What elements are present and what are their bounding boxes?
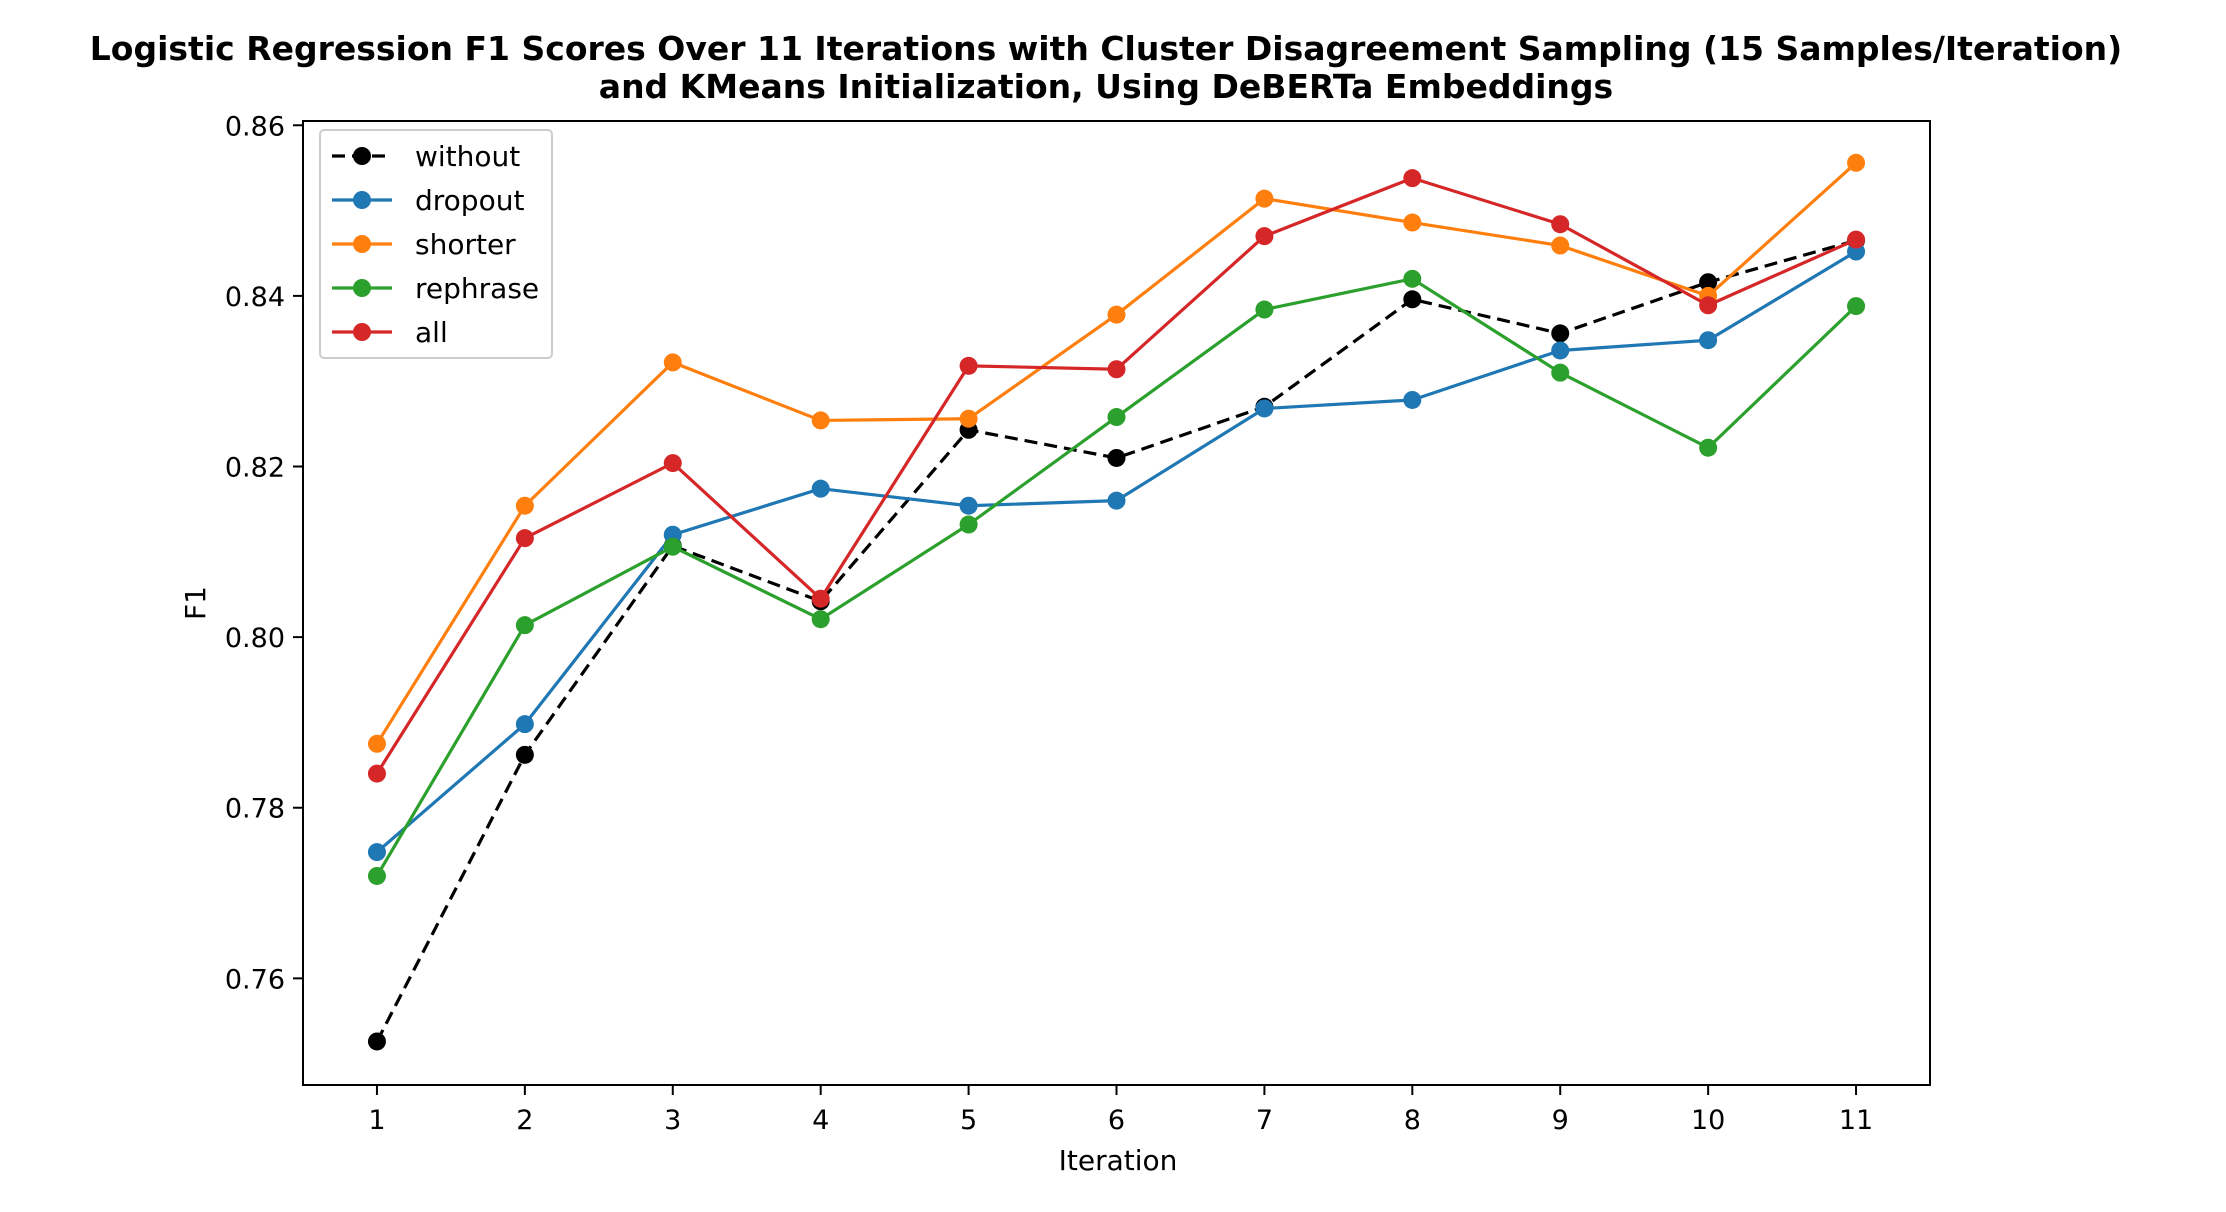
data-point-shorter [1847,153,1866,172]
x-tick-label: 4 [812,1105,829,1136]
data-point-dropout [515,715,534,734]
data-point-all [515,529,534,548]
data-point-all [1699,296,1718,315]
series-layer [367,153,1866,1051]
data-point-all [1847,230,1866,249]
data-point-shorter [811,411,830,430]
data-point-rephrase [663,537,682,556]
data-point-shorter [959,409,978,428]
legend-marker-rephrase [353,279,371,297]
x-tick-label: 3 [664,1105,681,1136]
series-line-dropout [375,250,1857,854]
y-tick-label: 0.76 [225,964,285,995]
data-point-rephrase [367,866,386,885]
data-point-all [1255,227,1274,246]
legend-label-rephrase: rephrase [415,272,539,305]
data-point-dropout [959,496,978,515]
chart-title-line-1: Logistic Regression F1 Scores Over 11 It… [90,29,2122,68]
y-tick-label: 0.82 [225,453,285,484]
data-point-dropout [1107,491,1126,510]
data-point-shorter [515,496,534,515]
y-axis-label: F1 [179,586,212,620]
data-point-all [959,356,978,375]
data-point-shorter [663,353,682,372]
data-point-shorter [1255,189,1274,208]
series-dropout [367,242,1866,862]
x-tick-label: 2 [516,1105,533,1136]
series-shorter [367,153,1866,753]
legend-marker-without [353,147,371,165]
data-point-all [1107,360,1126,379]
chart-title-line-2: and KMeans Initialization, Using DeBERTa… [599,67,1613,106]
data-point-rephrase [1551,363,1570,382]
legend-marker-dropout [353,191,371,209]
legend-marker-all [353,323,371,341]
data-point-without [367,1032,386,1051]
data-point-without [1699,273,1718,292]
data-point-dropout [811,479,830,498]
legend: without dropout shorter rephrase all [319,129,553,359]
y-tick-label: 0.84 [225,282,285,313]
series-line-all [375,176,1857,775]
data-point-rephrase [1107,408,1126,427]
data-point-dropout [1403,390,1422,409]
data-point-rephrase [811,610,830,629]
x-axis: 1 2 3 4 5 6 7 8 9 10 11 [368,1085,1873,1136]
data-point-rephrase [959,515,978,534]
y-axis: 0.76 0.78 0.80 0.82 0.84 0.86 [225,111,303,995]
data-point-rephrase [1255,300,1274,319]
x-tick-label: 6 [1108,1105,1125,1136]
data-point-without [1551,324,1570,343]
x-tick-label: 10 [1691,1105,1725,1136]
data-point-without [1403,290,1422,309]
y-tick-label: 0.78 [225,794,285,825]
y-tick-label: 0.86 [225,111,285,142]
data-point-rephrase [1847,297,1866,316]
data-point-dropout [1551,341,1570,360]
x-tick-label: 1 [368,1105,385,1136]
legend-marker-shorter [353,235,371,253]
data-point-all [1403,169,1422,188]
data-point-shorter [367,734,386,753]
data-point-rephrase [1699,438,1718,457]
data-point-shorter [1551,236,1570,255]
legend-label-dropout: dropout [415,184,524,217]
data-point-rephrase [515,616,534,635]
legend-label-shorter: shorter [415,228,516,261]
x-tick-label: 7 [1256,1105,1273,1136]
series-without [367,231,1866,1051]
data-point-all [367,764,386,783]
data-point-all [811,589,830,608]
series-rephrase [367,269,1866,885]
data-point-dropout [1255,399,1274,418]
data-point-without [1107,448,1126,467]
x-axis-label: Iteration [1059,1144,1178,1177]
legend-box [319,129,553,359]
legend-label-without: without [415,140,520,173]
data-point-shorter [1107,305,1126,324]
x-tick-label: 9 [1552,1105,1569,1136]
data-point-rephrase [1403,269,1422,288]
series-all [367,169,1866,783]
data-point-dropout [367,843,386,862]
data-point-shorter [1403,213,1422,232]
data-point-all [663,454,682,473]
x-tick-label: 5 [960,1105,977,1136]
data-point-all [1551,215,1570,234]
x-tick-label: 11 [1839,1105,1873,1136]
legend-label-all: all [415,316,448,349]
data-point-without [515,745,534,764]
x-tick-label: 8 [1404,1105,1421,1136]
data-point-dropout [1699,331,1718,350]
y-tick-label: 0.80 [225,623,285,654]
